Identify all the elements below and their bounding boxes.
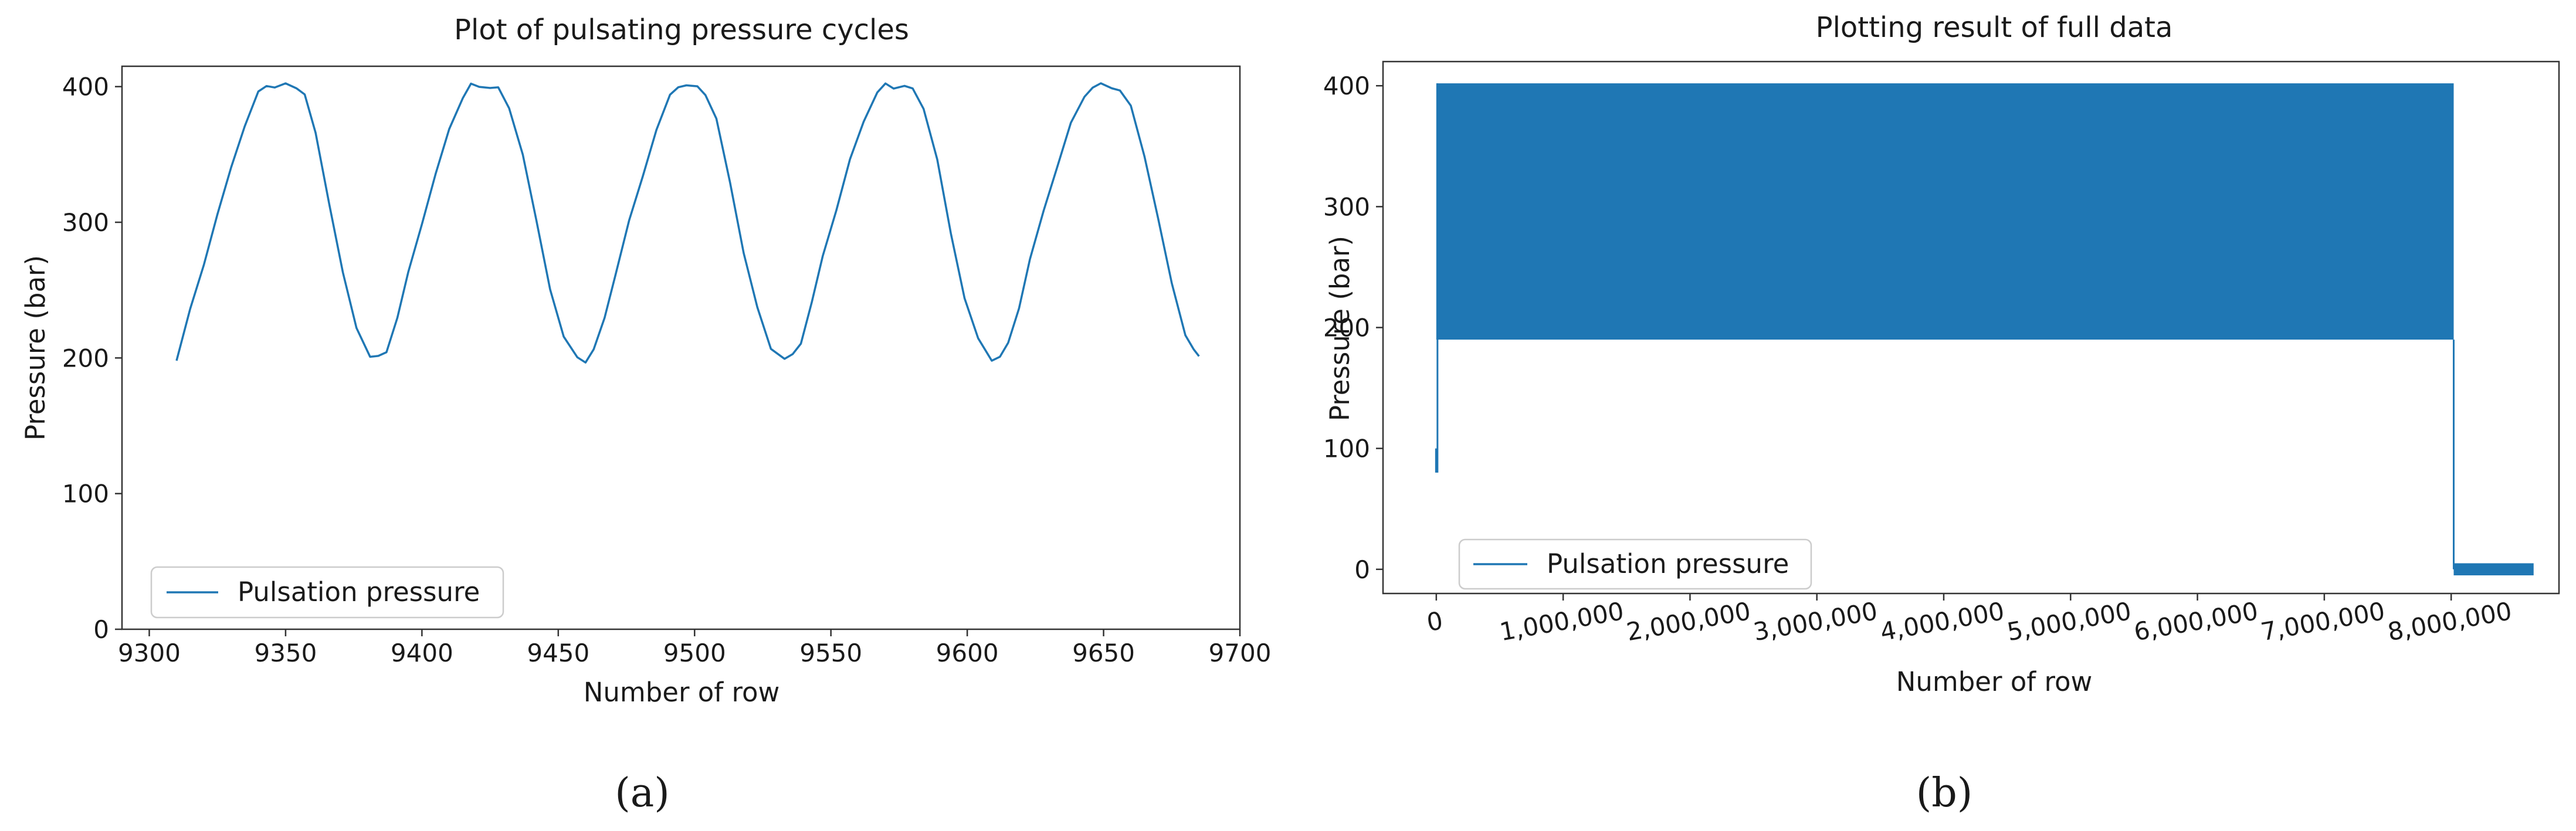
chart-a-caption: (a): [615, 770, 670, 816]
chart-b-x-tick-label: 4,000,000: [1878, 596, 2006, 646]
chart-a-x-tick-label: 9500: [663, 639, 726, 667]
chart-b-legend-label: Pulsation pressure: [1547, 548, 1789, 579]
chart-a-x-tick-label: 9400: [391, 639, 453, 667]
chart-b-x-tick-label: 3,000,000: [1751, 596, 1880, 646]
chart-b-x-tick-label: 6,000,000: [2132, 596, 2260, 646]
chart-a-y-axis: 0 100 200 300 400: [62, 73, 122, 644]
chart-a-x-axis: 9300 9350 9400 9450 9500 9550 9600 9650 9700: [118, 629, 1271, 667]
chart-b-title: Plotting result of full data: [1816, 11, 2173, 44]
chart-a-x-tick-label: 9550: [799, 639, 862, 667]
chart-a-x-tick-label: 9350: [254, 639, 317, 667]
chart-a-series-line-pulsation-pressure: [175, 82, 1200, 364]
chart-b-y-axis: 0 100 200 300 400: [1323, 72, 1383, 584]
chart-a-legend-box: [150, 566, 504, 619]
chart-b-ylabel: Pressure (bar): [1324, 236, 1355, 421]
chart-b-x-tick-label: 1,000,000: [1497, 596, 1626, 646]
chart-b-x-tick-label: 8,000,000: [2385, 596, 2514, 646]
chart-b-caption: (b): [1916, 770, 1973, 816]
chart-b-y-tick-label: 100: [1323, 435, 1370, 463]
chart-a-ylabel: Pressure (bar): [20, 255, 51, 440]
chart-a-y-tick-label: 300: [62, 208, 109, 237]
chart-b-y-tick-label: 300: [1323, 192, 1370, 221]
chart-b-x-tick-label: 5,000,000: [2005, 596, 2133, 646]
chart-a-legend: Pulsation pressure: [150, 566, 504, 619]
chart-a-y-tick-label: 0: [93, 615, 109, 644]
chart-a-y-tick-label: 200: [62, 344, 109, 372]
chart-panel-a: Plot of pulsating pressure cycles 9300 93…: [20, 13, 1271, 816]
chart-b-xlabel: Number of row: [1896, 666, 2093, 697]
chart-b-legend-box: [1458, 538, 1812, 590]
chart-a-y-tick-label: 100: [62, 480, 109, 508]
chart-b-y-tick-label: 200: [1323, 314, 1370, 342]
chart-a-x-tick-label: 9300: [118, 639, 181, 667]
chart-b-y-tick-label: 400: [1323, 72, 1370, 100]
chart-a-title: Plot of pulsating pressure cycles: [454, 13, 909, 46]
chart-b-series-pulsation-pressure: [1435, 83, 2534, 576]
chart-a-x-tick-label: 9700: [1209, 639, 1272, 667]
chart-panel-b: Plotting result of full data 0 1,000,0002…: [1323, 11, 2560, 816]
chart-b-x-axis: 0 1,000,0002,000,0003,000,0004,000,0005,0…: [1425, 593, 2514, 646]
chart-a-x-tick-label: 9650: [1072, 639, 1135, 667]
chart-b-pulsation-band: [1436, 83, 2454, 340]
chart-a-xlabel: Number of row: [584, 677, 780, 708]
chart-b-tail-band: [2453, 563, 2534, 576]
chart-b-y-tick-label: 0: [1354, 555, 1370, 584]
chart-b-legend: Pulsation pressure: [1458, 538, 1812, 590]
chart-b-x-tick-label: 2,000,000: [1624, 596, 1753, 646]
chart-a-y-tick-label: 400: [62, 73, 109, 101]
chart-b-x-tick-label: 7,000,000: [2259, 596, 2387, 646]
chart-b-x-tick-label: 0: [1425, 606, 1445, 637]
chart-a-x-tick-label: 9600: [936, 639, 999, 667]
chart-a-x-tick-label: 9450: [527, 639, 589, 667]
chart-a-plot-area: [121, 65, 1241, 630]
chart-a-legend-label: Pulsation pressure: [238, 576, 480, 608]
